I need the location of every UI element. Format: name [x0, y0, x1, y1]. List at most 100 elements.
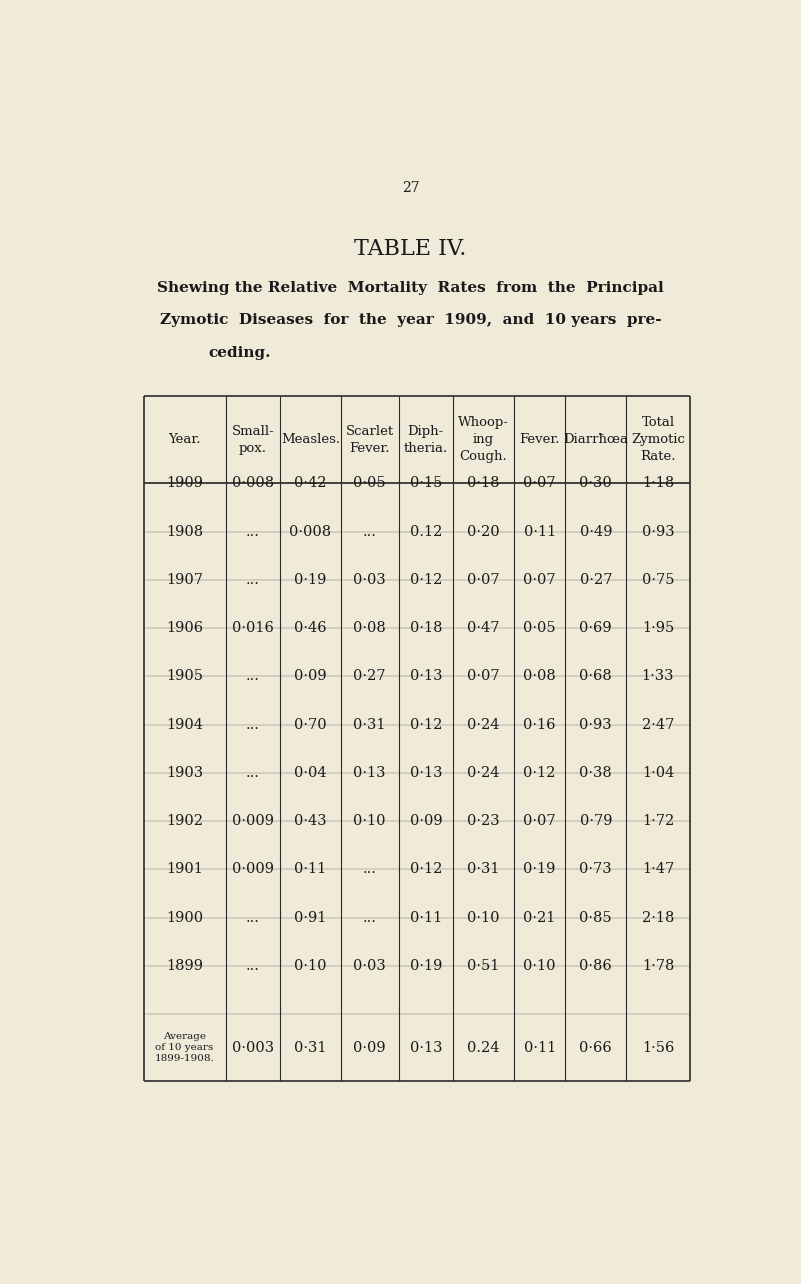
Text: 0·10: 0·10 [294, 959, 327, 973]
Text: 0·18: 0·18 [467, 476, 500, 490]
Text: 0·51: 0·51 [467, 959, 500, 973]
Text: 0·19: 0·19 [523, 863, 556, 877]
Text: 0·70: 0·70 [294, 718, 327, 732]
Text: ...: ... [246, 910, 260, 924]
Text: 0·05: 0·05 [523, 621, 556, 636]
Text: 0·30: 0·30 [579, 476, 612, 490]
Text: 0·42: 0·42 [294, 476, 327, 490]
Text: Average
of 10 years
1899-1908.: Average of 10 years 1899-1908. [155, 1032, 215, 1063]
Text: 0·16: 0·16 [523, 718, 556, 732]
Text: 0·09: 0·09 [409, 814, 442, 828]
Text: 0·49: 0·49 [580, 525, 612, 538]
Text: 0·13: 0·13 [353, 765, 386, 779]
Text: 0·21: 0·21 [523, 910, 556, 924]
Text: 0·009: 0·009 [231, 814, 274, 828]
Text: Diarrħœa: Diarrħœa [563, 433, 628, 447]
Text: ...: ... [246, 573, 260, 587]
Text: 0·23: 0·23 [467, 814, 500, 828]
Text: 0·11: 0·11 [524, 1041, 556, 1055]
Text: ...: ... [246, 765, 260, 779]
Text: 1909: 1909 [166, 476, 203, 490]
Text: 1·04: 1·04 [642, 765, 674, 779]
Text: 1·56: 1·56 [642, 1041, 674, 1055]
Text: 0·03: 0·03 [353, 573, 386, 587]
Text: 1·72: 1·72 [642, 814, 674, 828]
Text: 0·11: 0·11 [295, 863, 327, 877]
Text: 0·13: 0·13 [409, 669, 442, 683]
Text: 1·33: 1·33 [642, 669, 674, 683]
Text: 0·04: 0·04 [294, 765, 327, 779]
Text: 0·009: 0·009 [231, 863, 274, 877]
Text: 0·13: 0·13 [409, 1041, 442, 1055]
Text: 0·91: 0·91 [294, 910, 327, 924]
Text: 1·95: 1·95 [642, 621, 674, 636]
Text: 0.24: 0.24 [467, 1041, 500, 1055]
Text: Scarlet
Fever.: Scarlet Fever. [345, 425, 394, 455]
Text: 2·47: 2·47 [642, 718, 674, 732]
Text: ...: ... [246, 669, 260, 683]
Text: 0·47: 0·47 [467, 621, 500, 636]
Text: 0·93: 0·93 [579, 718, 612, 732]
Text: 0·03: 0·03 [353, 959, 386, 973]
Text: 0·07: 0·07 [523, 476, 556, 490]
Text: 0·11: 0·11 [524, 525, 556, 538]
Text: TABLE IV.: TABLE IV. [354, 238, 467, 261]
Text: 0·12: 0·12 [409, 718, 442, 732]
Text: 1906: 1906 [166, 621, 203, 636]
Text: ...: ... [246, 959, 260, 973]
Text: 1908: 1908 [166, 525, 203, 538]
Text: ...: ... [363, 525, 376, 538]
Text: 0·69: 0·69 [579, 621, 612, 636]
Text: Diph-
theria.: Diph- theria. [404, 425, 448, 455]
Text: 0·13: 0·13 [409, 765, 442, 779]
Text: 1904: 1904 [166, 718, 203, 732]
Text: 0·31: 0·31 [353, 718, 386, 732]
Text: Fever.: Fever. [519, 433, 560, 447]
Text: 0·11: 0·11 [409, 910, 442, 924]
Text: 0·73: 0·73 [579, 863, 612, 877]
Text: 0·08: 0·08 [353, 621, 386, 636]
Text: 0·75: 0·75 [642, 573, 674, 587]
Text: Zymotic  Diseases  for  the  year  1909,  and  10 years  pre-: Zymotic Diseases for the year 1909, and … [159, 313, 662, 327]
Text: 0·016: 0·016 [232, 621, 274, 636]
Text: 0·68: 0·68 [579, 669, 612, 683]
Text: 0·15: 0·15 [409, 476, 442, 490]
Text: Shewing the Relative  Mortality  Rates  from  the  Principal: Shewing the Relative Mortality Rates fro… [157, 281, 664, 294]
Text: 0·008: 0·008 [231, 476, 274, 490]
Text: 0·24: 0·24 [467, 765, 500, 779]
Text: Small-
pox.: Small- pox. [231, 425, 274, 455]
Text: 1·78: 1·78 [642, 959, 674, 973]
Text: 1905: 1905 [166, 669, 203, 683]
Text: 1901: 1901 [166, 863, 203, 877]
Text: 2·18: 2·18 [642, 910, 674, 924]
Text: ...: ... [363, 863, 376, 877]
Text: 0·10: 0·10 [467, 910, 500, 924]
Text: Whoop-
ing
Cough.: Whoop- ing Cough. [458, 416, 509, 464]
Text: 0·19: 0·19 [409, 959, 442, 973]
Text: 1900: 1900 [166, 910, 203, 924]
Text: 0·19: 0·19 [294, 573, 327, 587]
Text: 0·24: 0·24 [467, 718, 500, 732]
Text: 0·07: 0·07 [523, 814, 556, 828]
Text: 0·07: 0·07 [467, 573, 500, 587]
Text: 0·79: 0·79 [580, 814, 612, 828]
Text: 0·85: 0·85 [579, 910, 612, 924]
Text: 0·86: 0·86 [579, 959, 612, 973]
Text: 0·43: 0·43 [294, 814, 327, 828]
Text: 0·27: 0·27 [353, 669, 386, 683]
Text: 1907: 1907 [166, 573, 203, 587]
Text: 0·05: 0·05 [353, 476, 386, 490]
Text: 0·07: 0·07 [523, 573, 556, 587]
Text: 0·18: 0·18 [409, 621, 442, 636]
Text: 0·09: 0·09 [353, 1041, 386, 1055]
Text: 0·66: 0·66 [579, 1041, 612, 1055]
Text: 0·003: 0·003 [231, 1041, 274, 1055]
Text: 1·47: 1·47 [642, 863, 674, 877]
Text: 0·10: 0·10 [523, 959, 556, 973]
Text: 0·08: 0·08 [523, 669, 556, 683]
Text: 0·38: 0·38 [579, 765, 612, 779]
Text: 0·09: 0·09 [294, 669, 327, 683]
Text: 0·27: 0·27 [580, 573, 612, 587]
Text: ...: ... [246, 525, 260, 538]
Text: 0·31: 0·31 [294, 1041, 327, 1055]
